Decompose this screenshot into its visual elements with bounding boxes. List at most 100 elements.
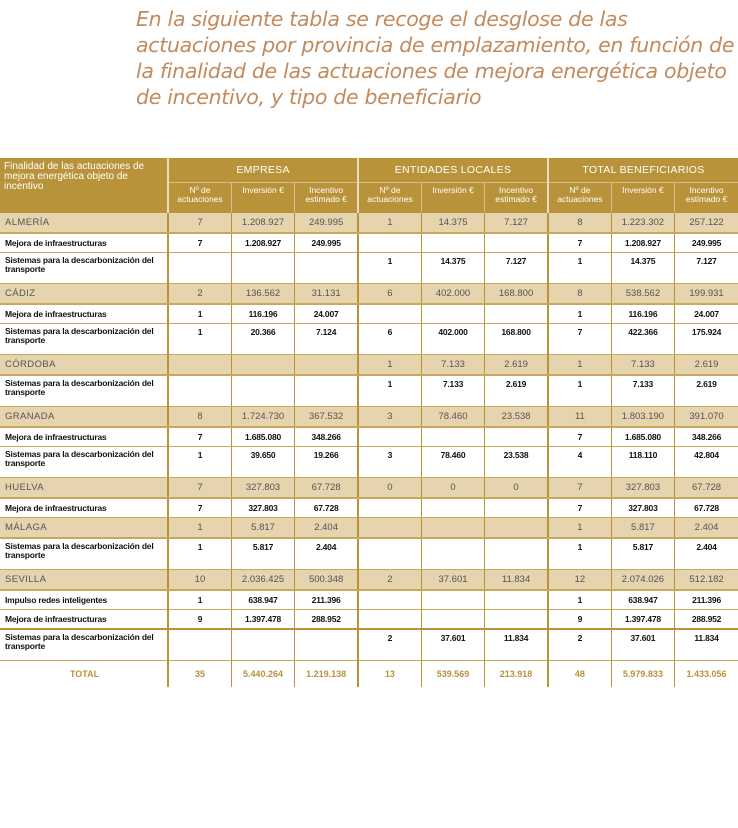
investment-cell: 7.133 bbox=[420, 375, 485, 407]
count-cell bbox=[167, 354, 232, 376]
incentive-cell: 7.124 bbox=[294, 323, 359, 355]
count-cell: 1 bbox=[546, 538, 612, 570]
investment-cell: 538.562 bbox=[610, 283, 675, 305]
investment-cell: 37.601 bbox=[420, 569, 485, 591]
count-cell: 2 bbox=[357, 629, 422, 661]
incentive-cell: 199.931 bbox=[674, 283, 738, 305]
table-row: Mejora de infraestructuras 1 116.196 24.007… bbox=[0, 304, 738, 324]
incentive-cell: 168.800 bbox=[484, 283, 548, 305]
incentive-cell bbox=[294, 354, 359, 376]
investment-cell bbox=[420, 538, 485, 570]
incentive-cell: 67.728 bbox=[294, 477, 359, 499]
count-cell: 9 bbox=[546, 609, 612, 630]
total-row: TOTAL 35 5.440.264 1.219.138 13 539.569 213.91… bbox=[0, 660, 738, 687]
count-cell: 1 bbox=[357, 213, 422, 234]
count-cell: 7 bbox=[167, 213, 232, 234]
investment-cell: 539.569 bbox=[420, 660, 485, 687]
investment-cell: 1.208.927 bbox=[230, 213, 295, 234]
count-cell: 7 bbox=[546, 477, 612, 499]
incentive-cell bbox=[484, 590, 548, 610]
investment-cell bbox=[420, 517, 485, 539]
province-row: SEVILLA 10 2.036.425 500.348 2 37.601 11.834 12… bbox=[0, 569, 738, 591]
incentive-cell: 500.348 bbox=[294, 569, 359, 591]
incentive-cell: 2.404 bbox=[294, 517, 359, 539]
incentive-cell bbox=[294, 252, 359, 284]
investment-cell: 136.562 bbox=[230, 283, 295, 305]
investment-cell: 2.036.425 bbox=[230, 569, 295, 591]
count-cell: 11 bbox=[546, 406, 612, 428]
incentive-cell: 42.804 bbox=[674, 446, 738, 478]
row-label: Impulso redes inteligentes bbox=[0, 590, 169, 610]
incentive-cell: 367.532 bbox=[294, 406, 359, 428]
row-label: Mejora de infraestructuras bbox=[0, 427, 169, 447]
count-cell: 1 bbox=[546, 375, 612, 407]
count-cell: 0 bbox=[357, 477, 422, 499]
table-row: Sistemas para la descarbonización del tr… bbox=[0, 629, 738, 661]
incentive-cell: 67.728 bbox=[674, 498, 738, 518]
table-row: Sistemas para la descarbonización del tr… bbox=[0, 252, 738, 284]
count-cell: 7 bbox=[167, 427, 232, 447]
incentive-cell: 288.952 bbox=[674, 609, 738, 630]
incentive-cell: 391.070 bbox=[674, 406, 738, 428]
incentive-cell: 512.182 bbox=[674, 569, 738, 591]
incentive-cell bbox=[484, 609, 548, 630]
count-cell: 8 bbox=[546, 283, 612, 305]
incentive-cell: 2.404 bbox=[674, 517, 738, 539]
investment-cell: 5.817 bbox=[230, 517, 295, 539]
count-cell bbox=[357, 517, 422, 539]
incentive-cell: 0 bbox=[484, 477, 548, 499]
table-row: Mejora de infraestructuras 7 327.803 67.728… bbox=[0, 498, 738, 518]
incentive-cell: 213.918 bbox=[484, 660, 548, 687]
sub-header-incentive: Incentivo estimado € bbox=[484, 182, 548, 213]
investment-cell: 638.947 bbox=[610, 590, 675, 610]
incentive-cell: 23.538 bbox=[484, 406, 548, 428]
investment-cell bbox=[230, 629, 295, 661]
incentive-cell: 175.924 bbox=[674, 323, 738, 355]
count-cell: 12 bbox=[546, 569, 612, 591]
incentive-cell: 67.728 bbox=[674, 477, 738, 499]
row-label: CÓRDOBA bbox=[0, 354, 169, 376]
row-label: Sistemas para la descarbonización del tr… bbox=[0, 252, 169, 284]
sub-header-investment: Inversión € bbox=[420, 182, 485, 213]
count-cell: 1 bbox=[357, 375, 422, 407]
investment-cell: 7.133 bbox=[610, 375, 675, 407]
count-cell: 2 bbox=[357, 569, 422, 591]
investment-cell: 1.397.478 bbox=[230, 609, 295, 630]
incentive-cell: 7.127 bbox=[484, 213, 548, 234]
count-cell bbox=[357, 233, 422, 253]
investment-cell bbox=[420, 590, 485, 610]
incentive-cell: 67.728 bbox=[294, 498, 359, 518]
investment-cell: 14.375 bbox=[420, 252, 485, 284]
incentive-cell: 2.619 bbox=[674, 354, 738, 376]
incentive-cell: 168.800 bbox=[484, 323, 548, 355]
count-cell bbox=[357, 304, 422, 324]
investment-cell bbox=[420, 304, 485, 324]
incentive-cell: 348.266 bbox=[674, 427, 738, 447]
incentive-cell: 1.219.138 bbox=[294, 660, 359, 687]
count-cell bbox=[357, 427, 422, 447]
first-column-header: Finalidad de las actuaciones de mejora e… bbox=[0, 158, 169, 213]
province-row: CÁDIZ 2 136.562 31.131 6 402.000 168.800 8 538.5… bbox=[0, 283, 738, 305]
row-label: Mejora de infraestructuras bbox=[0, 609, 169, 630]
investment-cell: 327.803 bbox=[230, 477, 295, 499]
table-row: Mejora de infraestructuras 7 1.208.927 249.… bbox=[0, 233, 738, 253]
incentive-cell: 2.404 bbox=[674, 538, 738, 570]
incentive-cell: 31.131 bbox=[294, 283, 359, 305]
investment-cell: 402.000 bbox=[420, 323, 485, 355]
row-label: SEVILLA bbox=[0, 569, 169, 591]
sub-header-investment: Inversión € bbox=[610, 182, 675, 213]
count-cell: 1 bbox=[546, 517, 612, 539]
province-row: GRANADA 8 1.724.730 367.532 3 78.460 23.538 11 1… bbox=[0, 406, 738, 428]
incentive-cell: 11.834 bbox=[484, 629, 548, 661]
incentive-cell: 24.007 bbox=[294, 304, 359, 324]
row-label: Sistemas para la descarbonización del tr… bbox=[0, 446, 169, 478]
investment-cell: 37.601 bbox=[420, 629, 485, 661]
incentive-cell: 1.433.056 bbox=[674, 660, 738, 687]
investment-cell bbox=[230, 252, 295, 284]
investment-cell: 5.817 bbox=[610, 538, 675, 570]
incentive-cell bbox=[484, 498, 548, 518]
incentive-cell: 24.007 bbox=[674, 304, 738, 324]
count-cell: 7 bbox=[167, 477, 232, 499]
sub-header-count: Nº de actuaciones bbox=[357, 182, 422, 213]
count-cell: 1 bbox=[167, 323, 232, 355]
